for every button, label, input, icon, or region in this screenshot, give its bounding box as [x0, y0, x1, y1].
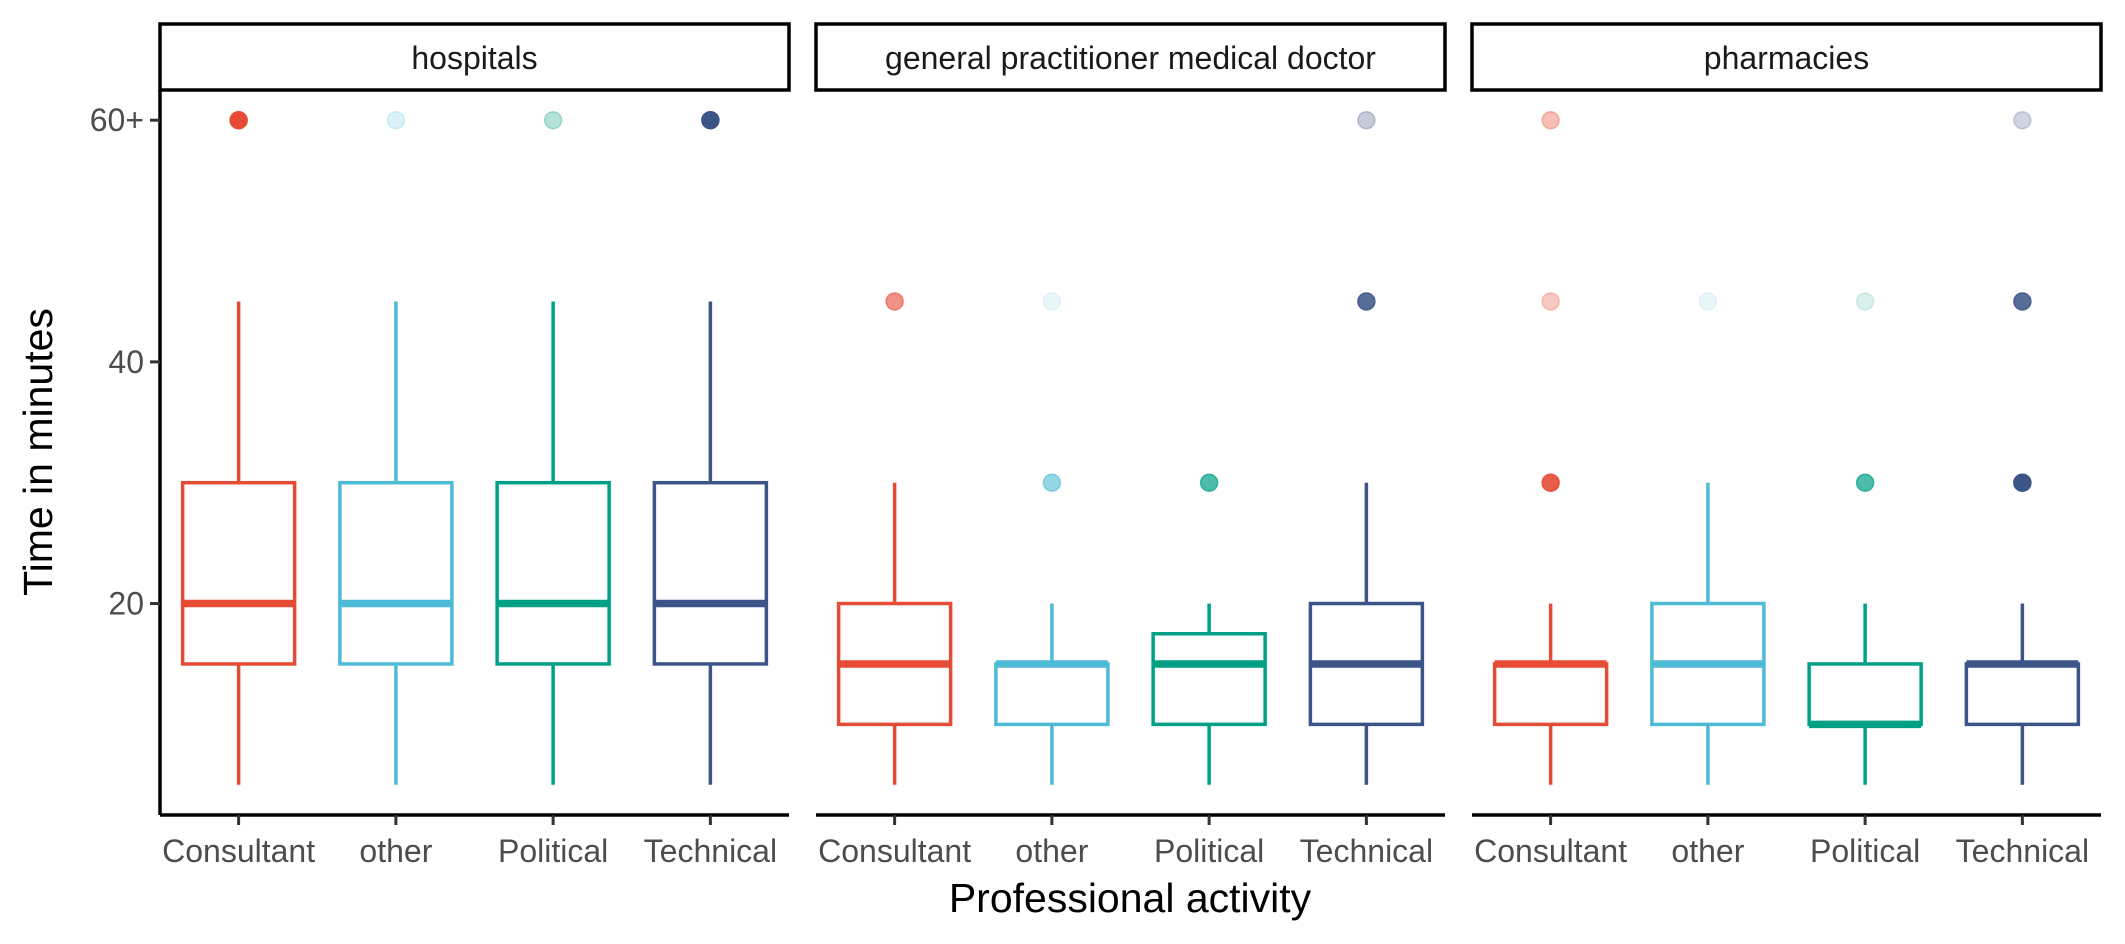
box-iqr [495, 480, 611, 666]
box-technical [652, 110, 769, 785]
outlier-point [2013, 110, 2032, 130]
panel-3: pharmacies Consultant other Political Techni… [1470, 22, 2103, 869]
x-tick-label: Consultant [818, 833, 971, 869]
box-iqr [1807, 662, 1923, 727]
outlier-point [1698, 292, 1718, 311]
outlier-point [701, 110, 720, 130]
box-technical [1308, 110, 1425, 785]
x-axis-title: Professional activity [949, 875, 1312, 921]
facet-strip-label: pharmacies [1704, 40, 1869, 76]
panel-1: hospitals 20 40 60+ Consultant other Political… [90, 22, 791, 869]
box-iqr [338, 480, 454, 666]
y-axis-title: Time in minutes [15, 308, 61, 596]
outlier-point [543, 110, 563, 130]
box-consultant [180, 110, 297, 785]
box-political [1151, 473, 1267, 785]
box-political [1807, 292, 1923, 785]
outlier-point [1541, 292, 1560, 311]
x-tick-label: Consultant [162, 833, 315, 869]
box-technical [1964, 110, 2081, 785]
outlier-point [386, 110, 406, 130]
x-tick-label: Technical [1300, 833, 1433, 869]
box-iqr [180, 480, 297, 666]
facet-strip [1470, 22, 2103, 92]
outlier-point [1541, 473, 1560, 492]
outlier-point [229, 110, 248, 130]
panels-layer: hospitals 20 40 60+ Consultant other Political… [90, 22, 2103, 869]
x-tick-label: other [1671, 833, 1744, 869]
outlier-point [2013, 292, 2032, 311]
outlier-point [1855, 473, 1875, 492]
y-tick-label: 60+ [90, 102, 144, 138]
x-tick-label: Political [1154, 833, 1264, 869]
x-tick-label: Consultant [1474, 833, 1627, 869]
outlier-point [1199, 473, 1219, 492]
outlier-point [2013, 473, 2032, 492]
y-tick-label: 20 [108, 586, 144, 622]
facet-strip-label: hospitals [411, 40, 537, 76]
y-tick-label: 40 [108, 344, 144, 380]
box-consultant [1492, 110, 1609, 785]
x-tick-label: other [1015, 833, 1088, 869]
outlier-point [1042, 473, 1062, 492]
box-iqr [994, 662, 1110, 727]
box-iqr [652, 480, 769, 666]
x-tick-label: Political [1810, 833, 1920, 869]
outlier-point [885, 292, 904, 311]
outlier-point [1042, 292, 1062, 311]
facet-strip [814, 22, 1447, 92]
box-iqr [1964, 662, 2081, 727]
outlier-point [1357, 110, 1376, 130]
facet-strip-label: general practitioner medical doctor [885, 40, 1376, 76]
x-tick-label: Technical [644, 833, 777, 869]
box-iqr [1492, 662, 1609, 727]
panel-2: general practitioner medical doctor Consu… [814, 22, 1447, 869]
box-iqr [1151, 632, 1267, 727]
x-tick-label: Political [498, 833, 608, 869]
x-tick-label: other [359, 833, 432, 869]
box-other [1650, 292, 1766, 785]
outlier-point [1541, 110, 1560, 130]
box-other [338, 110, 454, 785]
box-political [495, 110, 611, 785]
facet-strip [158, 22, 791, 92]
outlier-point [1357, 292, 1376, 311]
x-tick-label: Technical [1956, 833, 2089, 869]
outlier-point [1855, 292, 1875, 311]
box-other [994, 292, 1110, 785]
box-consultant [836, 292, 953, 785]
